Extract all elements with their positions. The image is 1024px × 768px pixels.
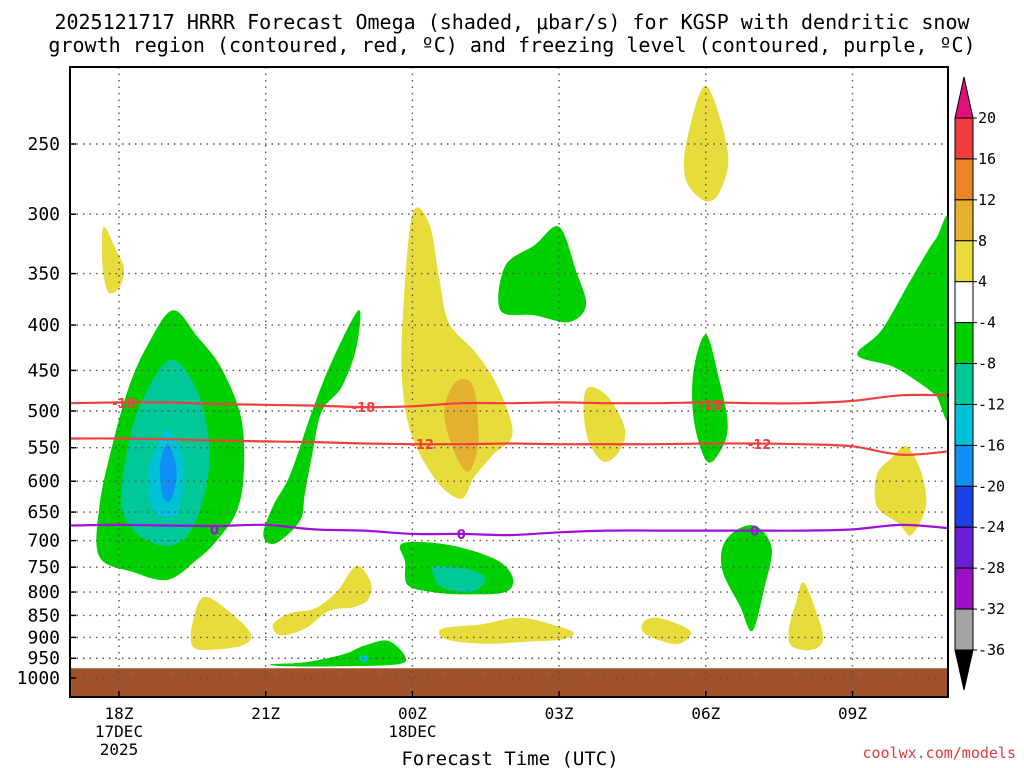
contour-label: -12 [748,438,772,453]
colorbar-label: -20 [978,477,1005,495]
colorbar-swatch [954,199,974,242]
contour-freezing-level-0 [70,523,948,537]
x-tick-label: 00Z [398,704,427,723]
colorbar-label: -8 [978,355,996,373]
y-tick-label: 350 [27,264,60,285]
ground-layer [70,668,948,697]
y-tick-label: 800 [27,582,60,603]
colorbar-label: -28 [978,559,1005,577]
y-tick-label: 600 [27,471,60,492]
colorbar-label: 8 [978,232,987,250]
contour-layer: -18 -18 -18 -12 -12 0 0 0 [70,393,948,543]
x-tick-label: 17DEC [95,722,143,741]
chart-title-line1: 2025121717 HRRR Forecast Omega (shaded, … [54,10,970,34]
colorbar-swatch [954,444,974,487]
colorbar-label: 4 [978,273,987,291]
colorbar-bottom-arrow [954,649,974,691]
omega-region-14 [438,617,574,644]
y-tick-label: 750 [27,557,60,578]
colorbar-label: -4 [978,314,996,332]
colorbar-label: 12 [978,191,996,209]
colorbar-label: -36 [978,641,1005,659]
colorbar: 20 16 12 8 4 -4 -8 -12 -16 -20 -24 -28 -32 -36 [954,76,1005,691]
colorbar-swatch [954,322,974,365]
grid-lines [70,67,948,697]
omega-region-18 [692,334,728,463]
colorbar-swatch [954,403,974,446]
omega-region-13 [431,565,486,593]
x-tick-label: 09Z [838,704,867,723]
y-tick-label: 1000 [17,668,60,689]
x-tick-label: 21Z [251,704,280,723]
y-tick-label: 900 [27,627,60,648]
plot-frame [69,66,949,698]
x-tick-label: 18DEC [388,722,436,741]
omega-region-10 [401,207,513,499]
y-tick-label: 300 [27,204,60,225]
colorbar-swatch [954,158,974,201]
credit-text: coolwx.com/models [862,744,1016,762]
y-tick-label: 400 [27,315,60,336]
y-tick-label: 650 [27,502,60,523]
omega-region-23 [874,445,927,536]
y-tick-label: 250 [27,134,60,155]
y-tick-label: 700 [27,531,60,552]
omega-region-5 [190,596,252,651]
x-tick-label: 2025 [100,740,139,759]
colorbar-label: -12 [978,395,1005,413]
colorbar-top-arrow [954,76,974,119]
y-tick-label: 450 [27,360,60,381]
contour-dgz-minus12 [70,437,948,456]
colorbar-label: -32 [978,600,1005,618]
omega-region-20 [720,525,772,632]
colorbar-swatch [954,363,974,405]
contour-label: 0 [750,525,759,540]
omega-region-8 [269,640,407,667]
omega-region-0 [101,226,125,294]
y-tick-label: 950 [27,648,60,669]
colorbar-swatch [954,240,974,283]
omega-region-4 [159,444,177,502]
omega-region-16 [583,386,626,462]
y-tick-label: 500 [27,401,60,422]
x-tick-label: 18Z [105,704,134,723]
contour-label: 0 [210,523,219,538]
colorbar-label: 16 [978,150,996,168]
omega-region-15 [498,226,587,323]
colorbar-swatch [954,567,974,610]
omega-region-22 [857,215,948,421]
contour-dgz-minus18 [70,393,948,409]
chart-title-line2: growth region (contoured, red, ºC) and f… [48,33,975,57]
omega-region-21 [788,582,824,651]
colorbar-swatch [954,117,974,160]
y-tick-label: 850 [27,605,60,626]
contour-label: 0 [457,528,466,543]
colorbar-label: -24 [978,518,1005,536]
colorbar-swatch [954,281,974,324]
x-tick-label: 06Z [691,704,720,723]
omega-region-6 [263,310,361,545]
colorbar-swatch [954,526,974,569]
contour-label: -18 [112,397,136,412]
contour-label: -12 [410,438,434,453]
x-axis-label: Forecast Time (UTC) [401,748,618,768]
x-tick-label: 03Z [545,704,574,723]
omega-region-17 [683,85,729,202]
colorbar-label: 20 [978,109,996,127]
y-axis: 2503003504004505005506006507007508008509… [17,134,76,689]
colorbar-label: -16 [978,436,1005,454]
omega-region-7 [272,566,372,636]
colorbar-swatch [954,485,974,528]
colorbar-swatch [954,608,974,651]
omega-region-19 [641,617,692,645]
contour-label: -18 [352,401,376,416]
y-tick-label: 550 [27,438,60,459]
plot-area [70,85,948,697]
contour-label: -18 [699,399,723,414]
